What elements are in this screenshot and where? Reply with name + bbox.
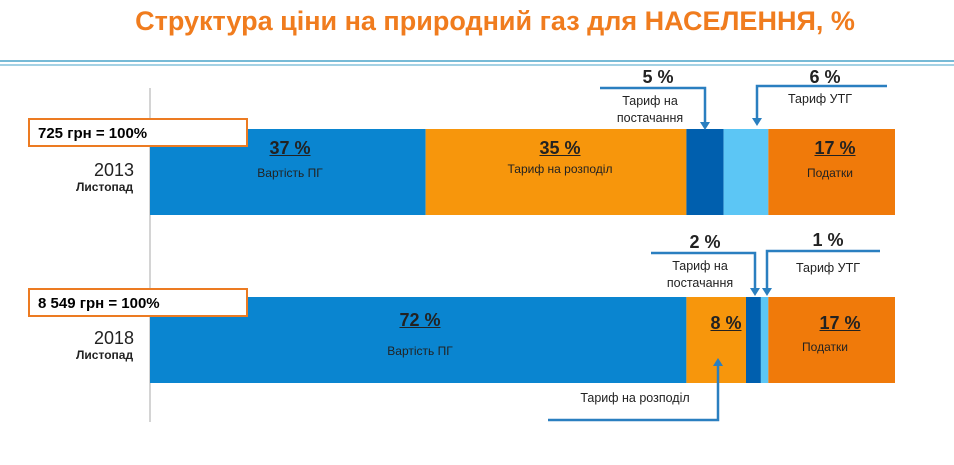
data-label-taxes-2018: 17 %: [819, 313, 861, 333]
segment-name-gas-2018: Вартість ПГ: [387, 344, 453, 358]
chart-title: Структура ціни на природний газ для НАСЕ…: [135, 6, 855, 36]
callout-text: Тариф на: [622, 94, 678, 108]
callout-supply-2013: [600, 86, 707, 124]
total-box-2013: 725 грн = 100%: [28, 118, 248, 147]
callout-name-distribution-2018: Тариф на розподіл: [580, 391, 690, 405]
callout-arrowheads: [700, 118, 772, 366]
total-box-2018: 8 549 грн = 100%: [28, 288, 248, 317]
bar-segment-4-2013: [768, 129, 895, 215]
year-label-2013: 2013: [93, 160, 135, 180]
bar-segment-3-2018: [760, 297, 769, 383]
callout-value-supply-2013: 5 %: [642, 67, 674, 87]
callout-text: постачання: [616, 111, 684, 125]
callout-text: Тариф на: [672, 259, 728, 273]
callout-name-utg-2013: Тариф УТГ: [787, 92, 853, 106]
data-label-gas-2018: 72 %: [399, 310, 441, 330]
month-label-2013: Листопад: [76, 180, 134, 194]
callout-supply-2018: [651, 251, 757, 290]
callout-name-utg-2018: Тариф УТГ: [795, 261, 861, 275]
callout-value-utg-2018: 1 %: [812, 230, 844, 250]
callout-value-utg-2013: 6 %: [809, 67, 841, 87]
bar-segment-2-2013: [686, 129, 724, 215]
data-label-taxes-2013: 17 %: [814, 138, 856, 158]
callout-distribution-2018: [548, 364, 720, 422]
callout-lines: [548, 84, 887, 422]
data-label-distribution-2013: 35 %: [539, 138, 581, 158]
callout-value-supply-2018: 2 %: [689, 232, 721, 252]
callout-name-supply-2013: Тариф на постачання: [590, 93, 710, 127]
bar-segment-2-2018: [746, 297, 761, 383]
callout-utg-2018: [765, 249, 880, 290]
callout-utg-2013: [755, 84, 887, 120]
bar-segment-1-2013: [425, 129, 687, 215]
data-label-distribution-2018: 8 %: [710, 313, 742, 333]
data-label-gas-2013: 37 %: [269, 138, 311, 158]
bar-segment-4-2018: [768, 297, 895, 383]
callout-text: постачання: [666, 276, 734, 290]
segment-name-distribution-2013: Тариф на розподіл: [507, 162, 613, 176]
bar-segment-1-2018: [686, 297, 746, 383]
segment-name-taxes-2013: Податки: [807, 166, 853, 180]
month-label-2018: Листопад: [76, 348, 134, 362]
segment-name-gas-2013: Вартість ПГ: [257, 166, 323, 180]
segment-name-taxes-2018: Податки: [802, 340, 848, 354]
bar-segment-3-2013: [723, 129, 769, 215]
callout-name-supply-2018: Тариф на постачання: [640, 258, 760, 292]
year-label-2018: 2018: [93, 328, 135, 348]
